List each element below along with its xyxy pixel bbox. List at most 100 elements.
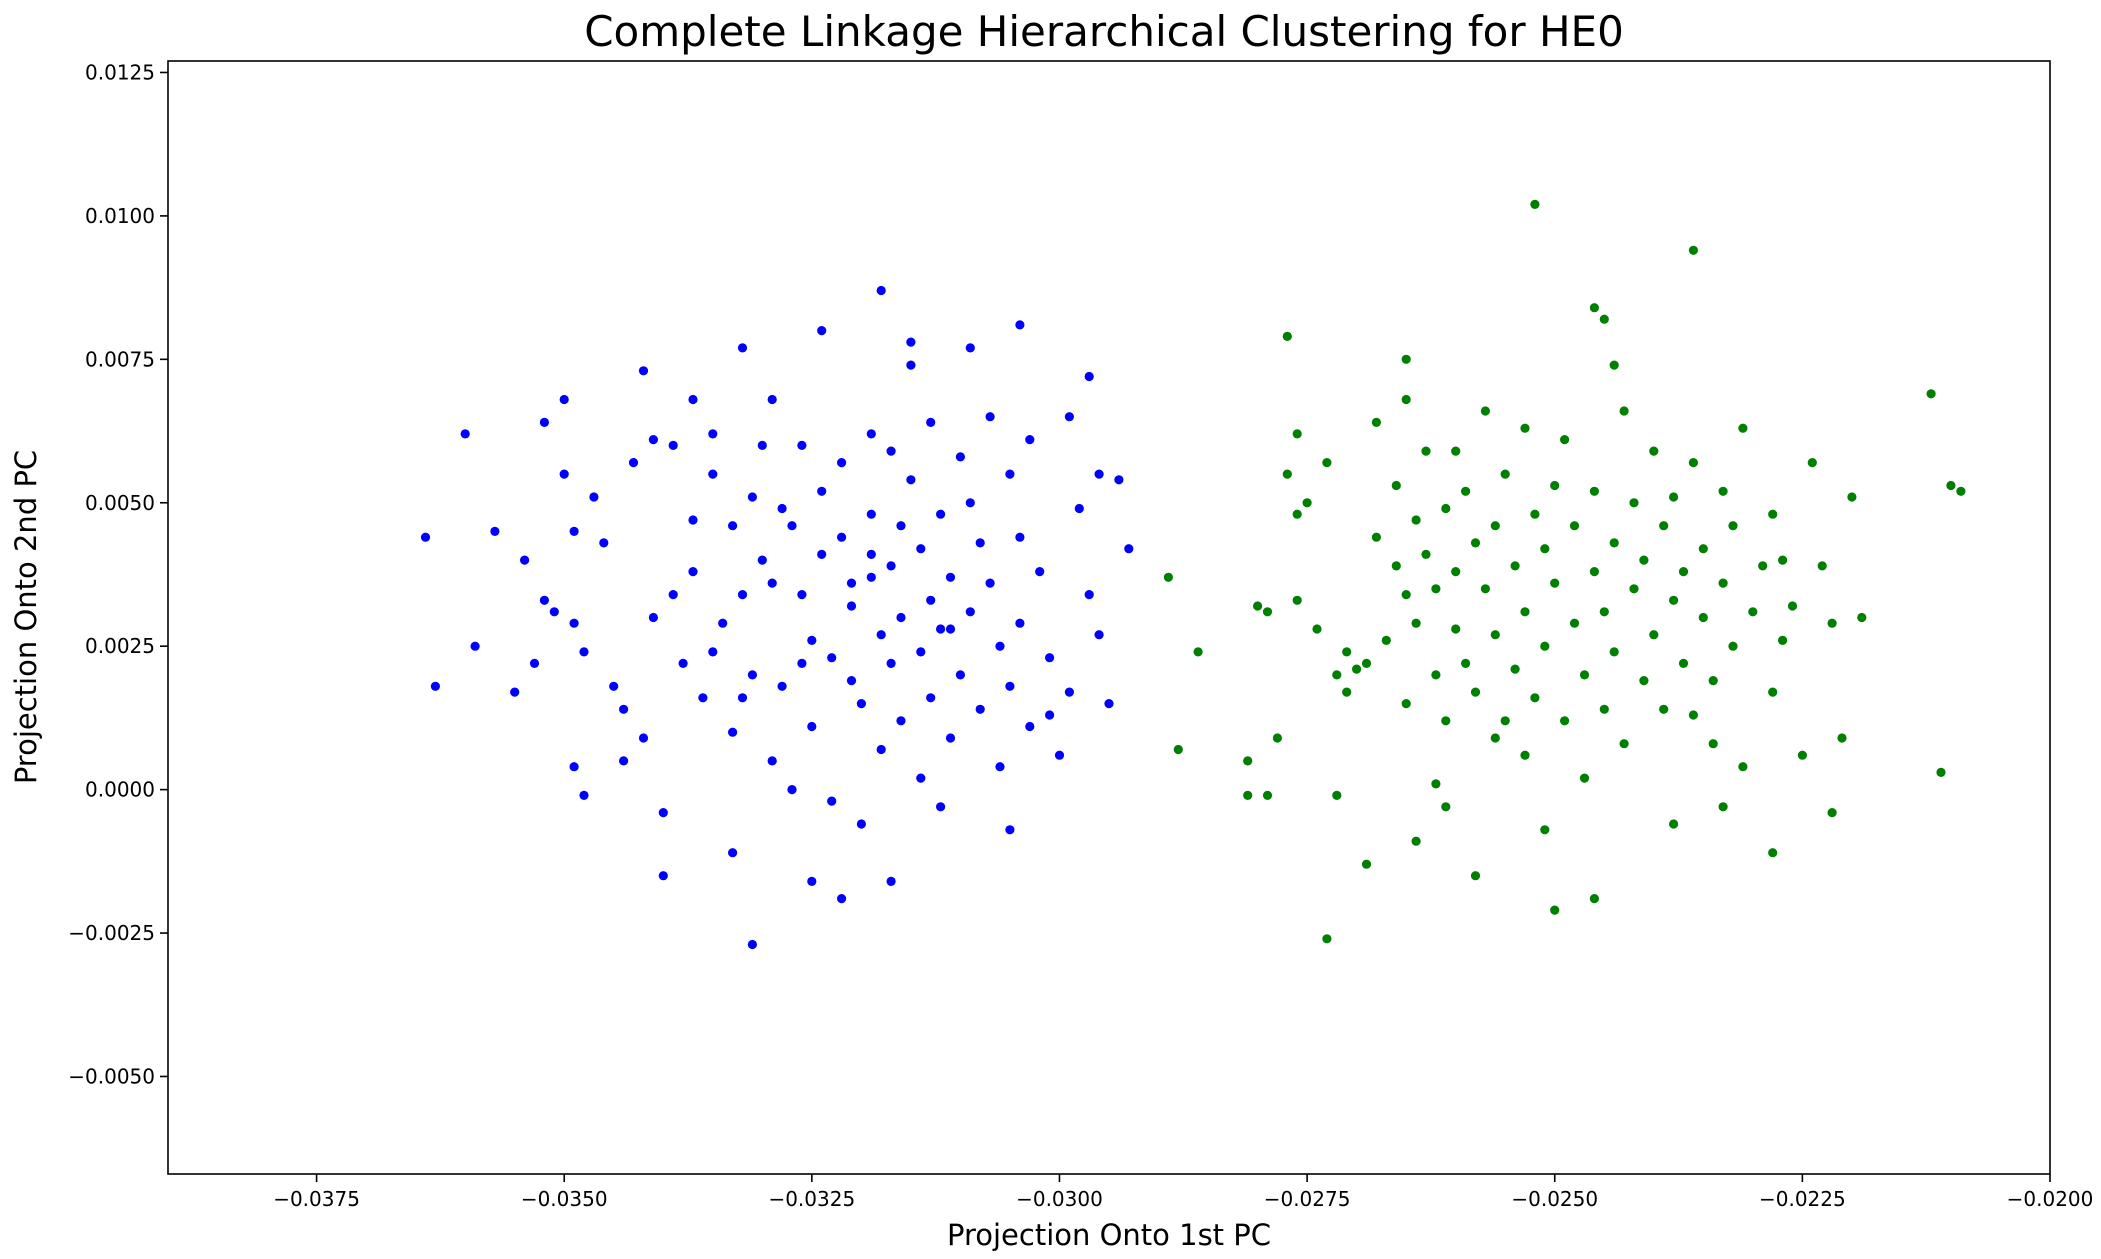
data-point — [1480, 584, 1490, 594]
data-point — [539, 595, 550, 605]
data-point — [747, 492, 758, 502]
data-point — [1084, 590, 1094, 600]
data-point — [1302, 498, 1312, 508]
data-point — [648, 612, 659, 623]
data-point — [846, 676, 857, 686]
series-0 — [420, 285, 1134, 950]
data-point — [965, 607, 975, 617]
plot-frame — [167, 60, 2051, 1175]
data-point — [896, 521, 906, 531]
data-point — [1282, 469, 1292, 479]
data-point — [1579, 670, 1590, 680]
data-point — [1401, 699, 1411, 709]
data-point — [777, 503, 787, 514]
data-point — [807, 635, 817, 646]
data-point — [1718, 578, 1728, 588]
data-point — [1768, 509, 1778, 519]
data-point — [668, 440, 678, 450]
data-point — [1490, 733, 1500, 743]
data-point — [1946, 480, 1956, 491]
data-point — [698, 693, 708, 703]
data-point — [827, 653, 837, 663]
data-point — [1480, 406, 1490, 416]
data-point — [668, 590, 678, 600]
data-point — [1243, 756, 1253, 766]
data-point — [1262, 790, 1273, 801]
data-point — [1827, 808, 1837, 818]
data-point — [1936, 767, 1946, 778]
data-point — [1738, 762, 1748, 772]
data-point — [1738, 423, 1748, 433]
data-point — [1589, 486, 1599, 496]
data-point — [945, 624, 956, 634]
data-point — [1550, 905, 1560, 915]
data-point — [1807, 458, 1817, 468]
data-point — [906, 337, 916, 347]
data-point — [757, 555, 767, 565]
data-point — [1698, 612, 1708, 623]
data-point — [856, 699, 867, 709]
data-point — [837, 894, 847, 904]
data-point — [1728, 641, 1738, 651]
data-point — [985, 578, 995, 588]
data-point — [1589, 894, 1599, 904]
data-point — [1401, 354, 1411, 364]
data-point — [579, 790, 589, 801]
data-point — [520, 555, 530, 565]
data-point — [1649, 630, 1659, 640]
data-point — [1659, 521, 1669, 531]
data-point — [876, 744, 886, 755]
data-point — [1451, 624, 1461, 634]
data-point — [1391, 480, 1401, 491]
data-point — [549, 607, 559, 617]
data-point — [1045, 710, 1055, 720]
y-axis-label: Projection Onto 2nd PC — [9, 450, 43, 784]
data-point — [807, 876, 817, 887]
y-tick-label: 0.0125 — [85, 60, 155, 84]
data-point — [1569, 521, 1580, 531]
data-point — [797, 658, 807, 669]
data-point — [1441, 802, 1451, 812]
data-point — [1094, 469, 1104, 479]
data-point — [846, 578, 857, 588]
data-point — [1490, 521, 1500, 531]
data-point — [1332, 790, 1342, 801]
data-point — [569, 526, 579, 537]
data-point — [1540, 641, 1550, 651]
data-point — [1530, 693, 1540, 703]
data-point — [906, 360, 916, 370]
data-point — [787, 785, 797, 795]
data-point — [797, 440, 807, 450]
x-tick-label: −0.0200 — [2007, 1187, 2094, 1211]
data-point — [1005, 681, 1015, 691]
data-point — [837, 458, 847, 468]
data-point — [1678, 567, 1689, 577]
data-point — [1391, 561, 1401, 571]
data-point — [995, 641, 1005, 651]
data-point — [420, 532, 431, 542]
data-point — [1639, 676, 1649, 686]
data-point — [926, 693, 936, 703]
data-point — [1421, 446, 1431, 456]
x-tick-label: −0.0275 — [1264, 1187, 1351, 1211]
data-point — [886, 561, 896, 571]
data-point — [688, 567, 698, 577]
data-point — [728, 521, 738, 531]
data-point — [1669, 819, 1679, 829]
data-point — [1431, 584, 1441, 594]
data-point — [1629, 498, 1639, 508]
data-point — [1342, 647, 1352, 657]
data-point — [936, 624, 946, 634]
data-point — [1629, 584, 1639, 594]
data-point — [1421, 549, 1431, 560]
y-tick-label: −0.0025 — [68, 921, 155, 945]
data-point — [906, 475, 916, 485]
y-tick-label: 0.0050 — [85, 491, 155, 515]
data-point — [866, 549, 876, 560]
data-point — [1401, 394, 1411, 405]
chart-title: Complete Linkage Hierarchical Clustering… — [584, 7, 1624, 56]
data-point — [1688, 458, 1698, 468]
data-point — [1411, 515, 1421, 525]
data-point — [539, 417, 550, 427]
data-point — [1550, 578, 1560, 588]
